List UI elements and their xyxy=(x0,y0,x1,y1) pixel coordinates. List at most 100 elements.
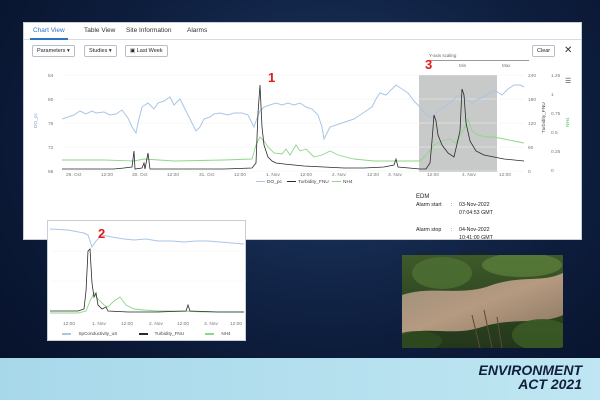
right-axis2-tick: 0.5 xyxy=(551,130,558,136)
alarm-title: EDM xyxy=(416,194,430,200)
x-axis-tick: 3. Nov xyxy=(388,172,402,178)
legend-label: Turbidity_FNU xyxy=(298,180,329,185)
inset-turbidity-series-line xyxy=(50,248,244,313)
inset-x-axis-tick: 12:00 xyxy=(177,321,189,327)
main-legend-item-turbidity[interactable]: Turbidity_FNU xyxy=(287,180,329,185)
x-axis-tick: 12:00 xyxy=(367,172,379,178)
inset-legend-item-nh4[interactable]: NH4 xyxy=(200,331,235,336)
do-pc-series-line xyxy=(61,84,525,141)
inset-x-axis-tick: 12:00 xyxy=(63,321,75,327)
legend-label: SpConductivity_uS xyxy=(78,331,118,336)
tab-table-view[interactable]: Table View xyxy=(84,27,116,34)
x-axis-tick: 12:00 xyxy=(234,172,246,178)
x-axis-tick: 12:00 xyxy=(300,172,312,178)
legend-label: NH4 xyxy=(343,180,353,185)
alarm-start-value: 03-Nov-2022 07:04:53 GMT xyxy=(459,202,493,217)
last-week-button[interactable]: ▣ Last Week xyxy=(125,45,168,57)
inset-x-axis-tick: 2. Nov xyxy=(149,321,163,327)
turbidity-series-line xyxy=(62,84,525,170)
parameters-label: Parameters xyxy=(37,48,66,54)
menu-icon[interactable]: ☰ xyxy=(565,78,572,85)
studies-label: Studies xyxy=(89,48,108,54)
inset-legend-item-turbidity[interactable]: Turbidity_FNU xyxy=(134,331,189,336)
x-axis-tick: 30. Oct xyxy=(132,172,148,178)
y-axis-max-label: Max xyxy=(502,63,511,68)
x-axis-tick: 12:00 xyxy=(427,172,439,178)
main-legend-item-do[interactable]: DO_pc xyxy=(256,180,282,185)
inset-x-axis-tick: 12:00 xyxy=(121,321,133,327)
inset-nh4-series-line xyxy=(50,292,244,314)
footer-title-line2: ACT 2021 xyxy=(518,376,582,392)
left-axis-tick: 68 xyxy=(48,169,54,175)
close-icon[interactable]: ✕ xyxy=(564,45,573,56)
chevron-down-icon: ▾ xyxy=(108,48,112,54)
right-axis-title-nh4: NH4 xyxy=(565,117,571,127)
right-axis-tick: 240 xyxy=(528,73,536,79)
alarm-stop-label: Alarm stop xyxy=(416,226,442,233)
y-axis-scaling-label: Y-axis scaling xyxy=(429,53,457,58)
x-axis-tick: 31. Oct xyxy=(199,172,215,178)
left-axis-tick: 76 xyxy=(48,121,54,127)
footer-title-line1: ENVIRONMENT xyxy=(478,362,582,378)
left-axis-title: DO_pc xyxy=(33,112,39,128)
callout-number-2: 2 xyxy=(98,226,106,241)
x-axis-tick: 12:00 xyxy=(499,172,511,178)
x-axis-tick: 12:00 xyxy=(167,172,179,178)
inset-legend-item-spconductivity[interactable]: SpConductivity_uS xyxy=(57,331,122,336)
right-axis2-tick: 0.25 xyxy=(551,149,561,155)
stream-photo-illustration xyxy=(402,255,563,348)
tab-alarms[interactable]: Alarms xyxy=(187,27,208,34)
zoomed-chart-inset: 12:00 1. Nov 12:00 2. Nov 12:00 3. Nov 1… xyxy=(47,220,246,341)
chevron-down-icon: ▾ xyxy=(66,48,70,54)
x-axis-tick: 1. Nov xyxy=(266,172,280,178)
alarm-stop-value: 04-Nov-2022 10:41:00 GMT xyxy=(459,226,493,241)
x-axis-tick: 12:00 xyxy=(101,172,113,178)
alarm-info-box: EDM Alarm start : 03-Nov-2022 07:04:53 G… xyxy=(416,193,507,258)
legend-swatch xyxy=(256,180,265,183)
legend-swatch xyxy=(62,333,72,335)
left-axis-tick: 84 xyxy=(48,73,54,79)
right-axis-tick: 60 xyxy=(528,145,534,151)
tab-chart-view[interactable]: Chart View xyxy=(33,27,65,34)
clear-button[interactable]: Clear xyxy=(532,45,556,57)
inset-x-axis-tick: 1. Nov xyxy=(92,321,106,327)
legend-swatch xyxy=(287,180,296,183)
left-axis-tick: 80 xyxy=(48,97,54,103)
y-axis-min-label: Min xyxy=(459,63,467,68)
alarm-separator: : xyxy=(451,202,453,209)
right-axis-tick: 0 xyxy=(528,169,531,175)
calendar-icon: ▣ xyxy=(130,48,136,54)
inset-x-axis-tick: 12:00 xyxy=(230,321,242,327)
parameters-dropdown[interactable]: Parameters ▾ xyxy=(32,45,75,57)
monitoring-panel: Chart View Table View Site Information A… xyxy=(23,22,583,257)
inset-chart[interactable]: 12:00 1. Nov 12:00 2. Nov 12:00 3. Nov 1… xyxy=(48,221,247,342)
stream-photo xyxy=(402,255,563,348)
right-axis2-tick: 0 xyxy=(551,168,554,174)
legend-label: NH4 xyxy=(221,331,231,336)
alarm-duration-label: Duration xyxy=(416,251,437,258)
legend-swatch xyxy=(332,180,341,183)
legend-label: Turbidity_FNU xyxy=(154,331,185,336)
alarm-start-label: Alarm start xyxy=(416,202,442,209)
main-chart[interactable]: 84 80 76 72 68 DO_pc 240 180 120 60 0 Tu… xyxy=(24,23,583,241)
alarm-separator: : xyxy=(451,226,453,233)
main-legend-item-nh4[interactable]: NH4 xyxy=(332,180,353,185)
callout-number-1: 1 xyxy=(268,70,276,85)
right-axis-tick: 120 xyxy=(528,121,536,127)
alarm-separator: : xyxy=(451,251,453,258)
right-axis2-tick: 0.75 xyxy=(551,111,561,117)
alarm-window-highlight[interactable] xyxy=(419,75,497,172)
legend-swatch xyxy=(138,333,148,335)
inset-legend: SpConductivity_uS Turbidity_FNU NH4 xyxy=(48,331,245,336)
tab-site-information[interactable]: Site Information xyxy=(126,27,172,34)
right-axis-tick: 180 xyxy=(528,97,536,103)
environment-act-title: ENVIRONMENT ACT 2021 xyxy=(479,363,582,391)
x-axis-tick: 4. Nov xyxy=(462,172,476,178)
x-axis-tick: 29. Oct xyxy=(66,172,82,178)
x-axis-tick: 2. Nov xyxy=(332,172,346,178)
legend-label: DO_pc xyxy=(267,180,282,185)
y-axis-scaling-slider[interactable] xyxy=(429,60,529,61)
callout-number-3: 3 xyxy=(425,57,433,72)
studies-dropdown[interactable]: Studies ▾ xyxy=(84,45,117,57)
alarm-duration-value: 1657 minutes xyxy=(459,251,491,258)
